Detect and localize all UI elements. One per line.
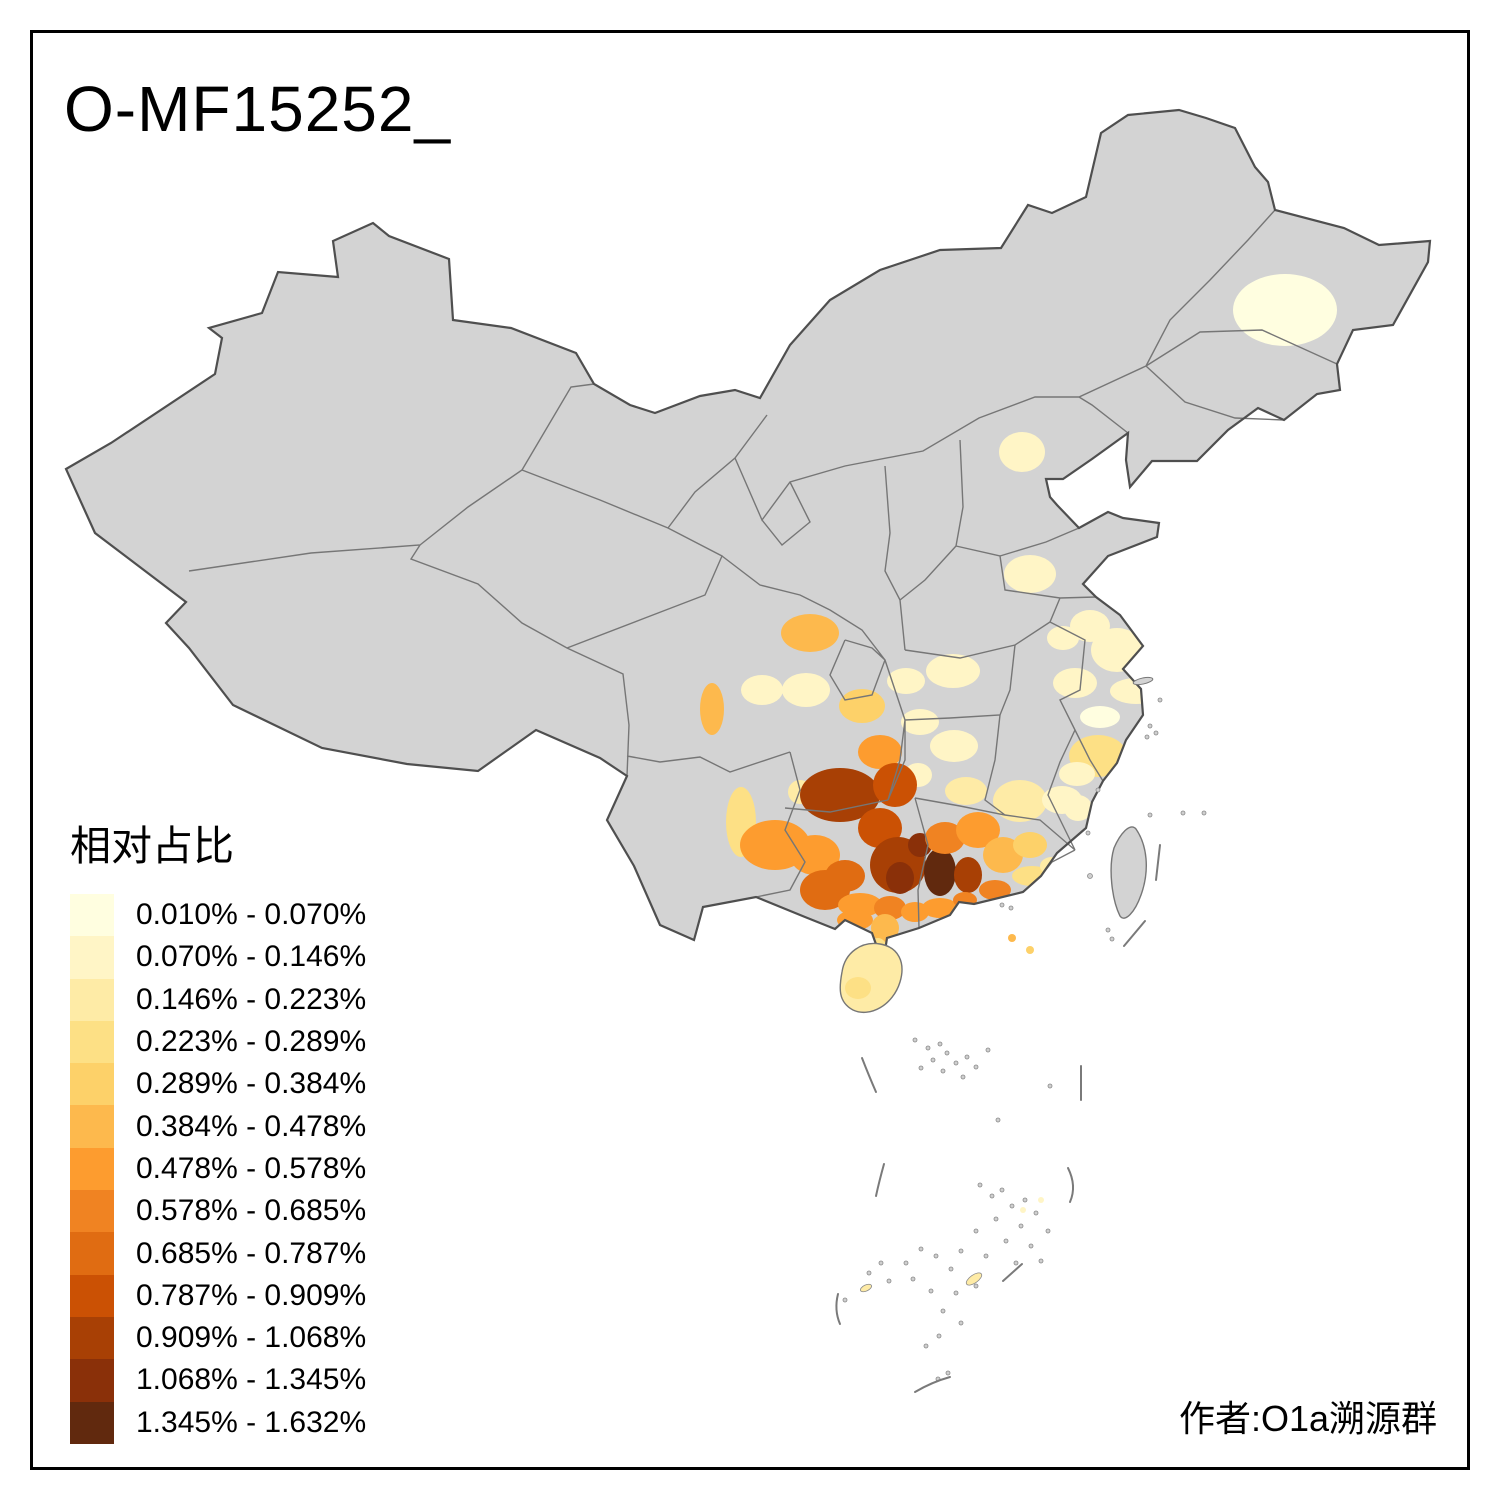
- legend-swatch: [70, 1020, 114, 1064]
- legend-item: 0.685% - 0.787%: [70, 1232, 367, 1275]
- legend-label: 0.289% - 0.384%: [136, 1067, 367, 1101]
- map-region: [781, 614, 839, 652]
- legend-label: 0.223% - 0.289%: [136, 1025, 367, 1059]
- map-region: [874, 896, 906, 920]
- map-region: [1080, 706, 1120, 728]
- legend-swatch: [70, 1147, 114, 1191]
- map-region: [1047, 626, 1079, 650]
- legend-item: 0.070% - 0.146%: [70, 936, 367, 979]
- islet-region: [1020, 1207, 1026, 1213]
- legend-item: 0.578% - 0.685%: [70, 1190, 367, 1233]
- map-region: [945, 777, 987, 805]
- legend-item: 1.068% - 1.345%: [70, 1359, 367, 1402]
- map-region: [901, 902, 929, 922]
- legend-label: 0.909% - 1.068%: [136, 1321, 367, 1355]
- legend-item: 0.478% - 0.578%: [70, 1147, 367, 1191]
- legend-swatch: [70, 1232, 114, 1275]
- legend-item: 0.909% - 1.068%: [70, 1316, 367, 1360]
- plot-frame: [30, 30, 1470, 1470]
- legend-swatch: [70, 1190, 114, 1233]
- map-region: [922, 898, 958, 918]
- map-region: [926, 654, 980, 688]
- map-region: [782, 673, 830, 707]
- map-region: [983, 837, 1023, 873]
- legend-swatch: [70, 978, 114, 1021]
- legend-label: 0.787% - 0.909%: [136, 1278, 367, 1312]
- map-region: [741, 675, 783, 705]
- islet-region: [965, 1272, 983, 1286]
- map-region: [999, 432, 1045, 472]
- legend-swatch: [70, 1359, 114, 1402]
- legend-swatch: [70, 1316, 114, 1360]
- legend-label: 0.146% - 0.223%: [136, 982, 367, 1016]
- legend-item: 0.289% - 0.384%: [70, 1063, 367, 1106]
- legend-label: 0.070% - 0.146%: [136, 940, 367, 974]
- author-credit: 作者:O1a溯源群: [1178, 1398, 1437, 1439]
- legend-item: 0.384% - 0.478%: [70, 1105, 367, 1148]
- legend-item: 0.010% - 0.070%: [70, 894, 367, 937]
- islet-region: [1026, 946, 1034, 954]
- map-region: [925, 822, 965, 854]
- map-region: [886, 862, 914, 894]
- map-region: [839, 689, 885, 723]
- islet-region: [1038, 1197, 1044, 1203]
- map-region: [1053, 668, 1097, 698]
- legend-title: 相对占比: [70, 823, 234, 869]
- map-region: [871, 914, 899, 942]
- legend-label: 0.010% - 0.070%: [136, 898, 367, 932]
- legend-rows: 0.010% - 0.070% 0.070% - 0.146% 0.146% -…: [70, 894, 366, 1444]
- map-region: [1064, 795, 1092, 821]
- page-title: O-MF15252_: [64, 73, 452, 145]
- hainan-west-region: [845, 977, 871, 999]
- map-region: [790, 835, 840, 875]
- legend-swatch: [70, 936, 114, 979]
- legend-label: 0.578% - 0.685%: [136, 1194, 367, 1228]
- map-region: [887, 668, 925, 694]
- map-region: [1059, 762, 1095, 786]
- legend-swatch: [70, 894, 114, 937]
- country-border: [64, 108, 1432, 965]
- south-china-sea-islands: [842, 697, 1207, 1382]
- map-region: [1004, 555, 1056, 593]
- map-region: [825, 860, 865, 892]
- map-region: [1013, 832, 1047, 858]
- legend-item: 0.787% - 0.909%: [70, 1274, 367, 1317]
- legend-swatch: [70, 1105, 114, 1148]
- chongming-island: [1132, 676, 1154, 686]
- map-region: [979, 880, 1011, 900]
- legend-swatch: [70, 1274, 114, 1317]
- map-region: [700, 683, 724, 735]
- legend-label: 0.478% - 0.578%: [136, 1151, 367, 1185]
- map-region: [901, 709, 939, 735]
- map-region: [930, 730, 978, 762]
- nine-dash-line-segments: [835, 844, 1161, 1393]
- legend-item: 0.223% - 0.289%: [70, 1020, 367, 1064]
- map-region: [954, 857, 982, 893]
- map-region: [993, 780, 1047, 822]
- legend-swatch: [70, 1063, 114, 1106]
- legend-label: 1.345% - 1.632%: [136, 1405, 367, 1439]
- legend-label: 0.685% - 0.787%: [136, 1236, 367, 1270]
- islet-region: [860, 1283, 872, 1293]
- legend-label: 0.384% - 0.478%: [136, 1109, 367, 1143]
- map-region: [956, 812, 1000, 848]
- legend-swatch: [70, 1401, 114, 1444]
- map-region: [858, 735, 902, 769]
- legend-item: 1.345% - 1.632%: [70, 1401, 367, 1444]
- legend-item: 0.146% - 0.223%: [70, 978, 367, 1021]
- legend-label: 1.068% - 1.345%: [136, 1363, 367, 1397]
- map-region: [924, 848, 956, 896]
- map-region: [1233, 274, 1337, 346]
- taiwan-island: [1110, 826, 1147, 919]
- legend: 相对占比 0.010% - 0.070% 0.070% - 0.146% 0.1…: [70, 812, 366, 1444]
- map-region: [800, 768, 880, 822]
- islet-region: [1008, 934, 1016, 942]
